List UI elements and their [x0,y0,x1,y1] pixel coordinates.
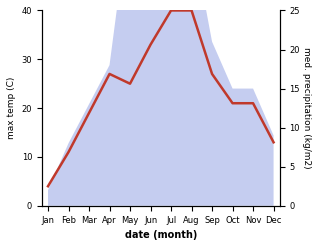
X-axis label: date (month): date (month) [125,230,197,240]
Y-axis label: med. precipitation (kg/m2): med. precipitation (kg/m2) [302,47,311,169]
Y-axis label: max temp (C): max temp (C) [7,77,16,139]
